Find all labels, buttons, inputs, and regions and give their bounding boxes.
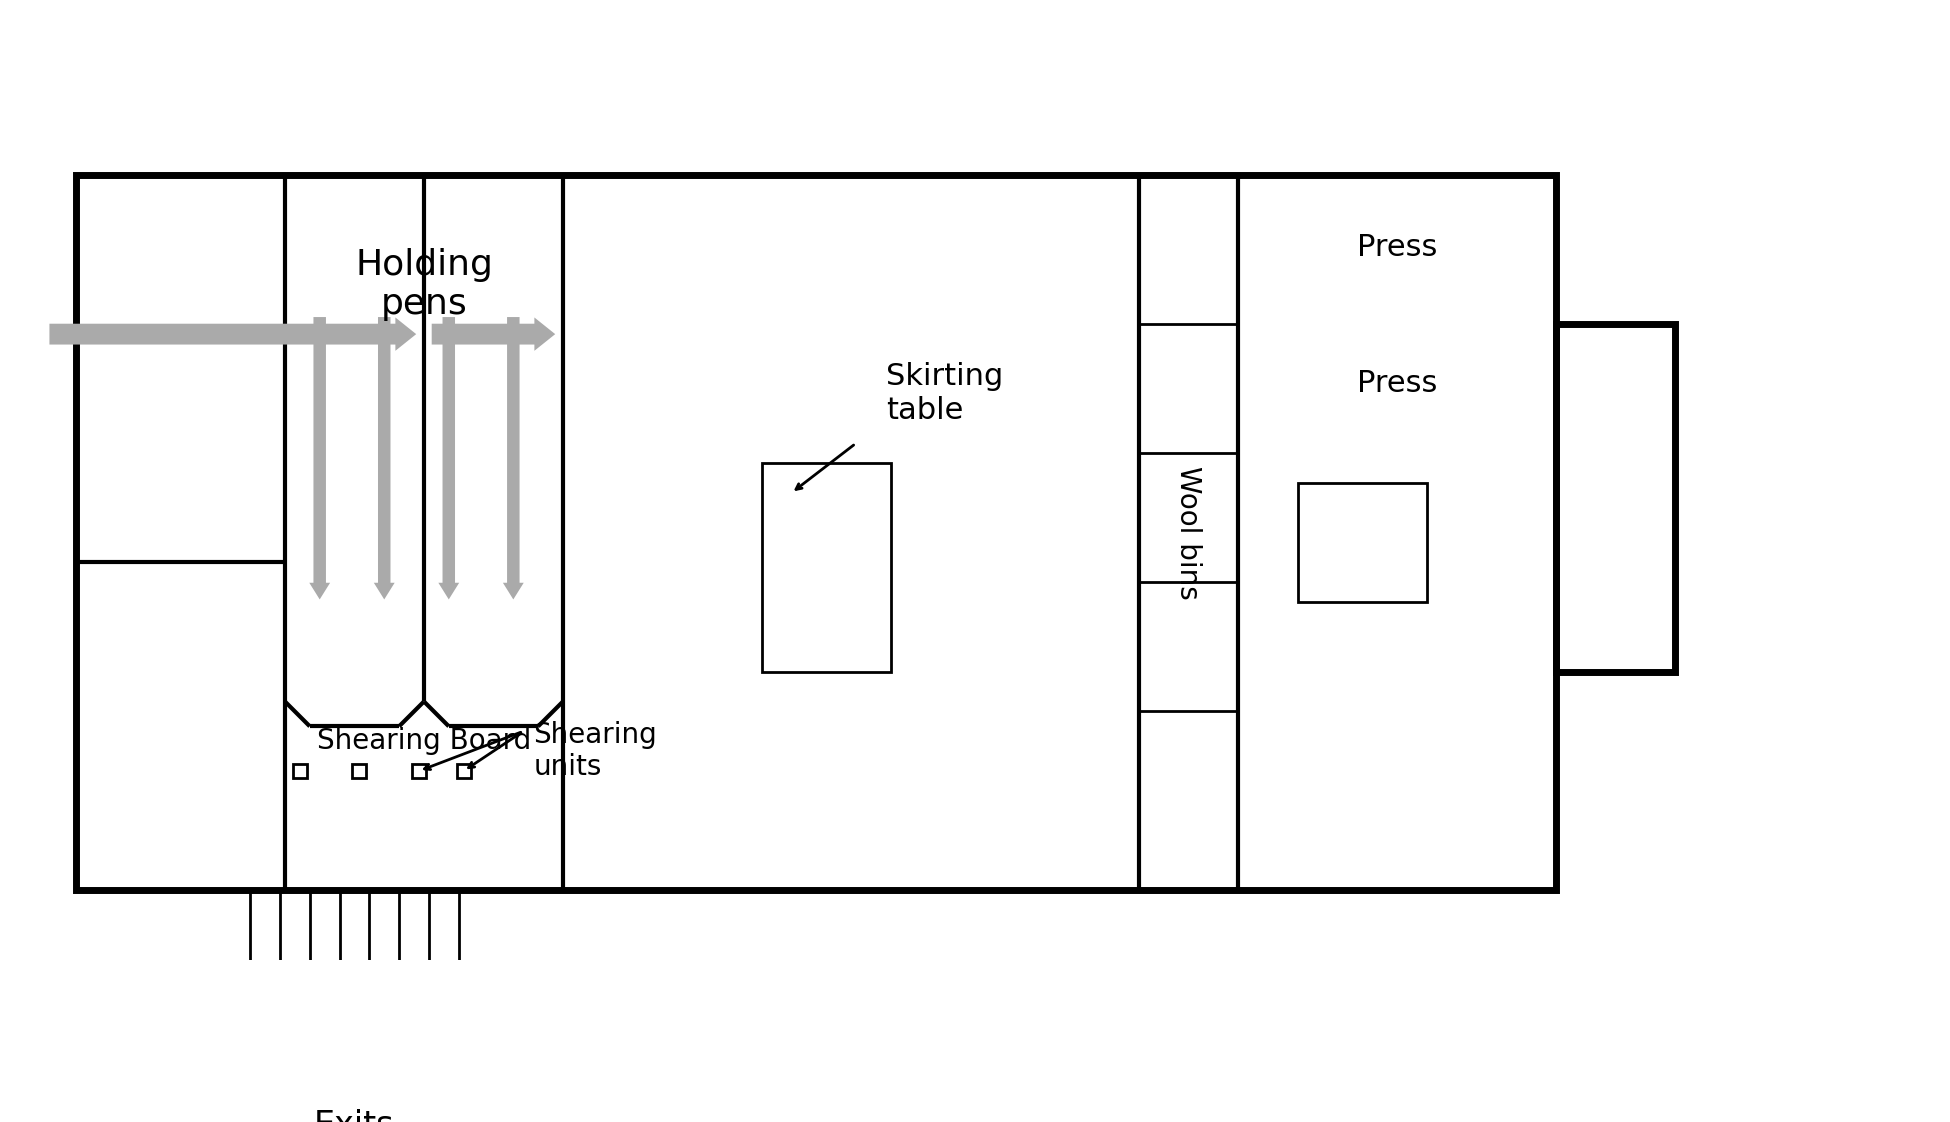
Bar xyxy=(76,175,1556,890)
Text: Exits: Exits xyxy=(314,1109,394,1122)
Text: Press: Press xyxy=(1357,232,1437,261)
Bar xyxy=(1297,484,1427,603)
Bar xyxy=(353,764,367,778)
Bar xyxy=(411,764,425,778)
Text: Skirting
table: Skirting table xyxy=(885,362,1002,425)
Text: Shearing
units: Shearing units xyxy=(532,721,657,781)
Text: Press: Press xyxy=(1357,369,1437,398)
Bar xyxy=(292,764,306,778)
Text: Wool bins: Wool bins xyxy=(1174,466,1203,599)
Bar xyxy=(1556,324,1675,672)
Bar xyxy=(1139,175,1238,890)
Text: Holding
pens: Holding pens xyxy=(355,248,493,321)
Text: Shearing Board: Shearing Board xyxy=(316,727,530,755)
Bar xyxy=(456,764,470,778)
Bar xyxy=(762,463,891,672)
